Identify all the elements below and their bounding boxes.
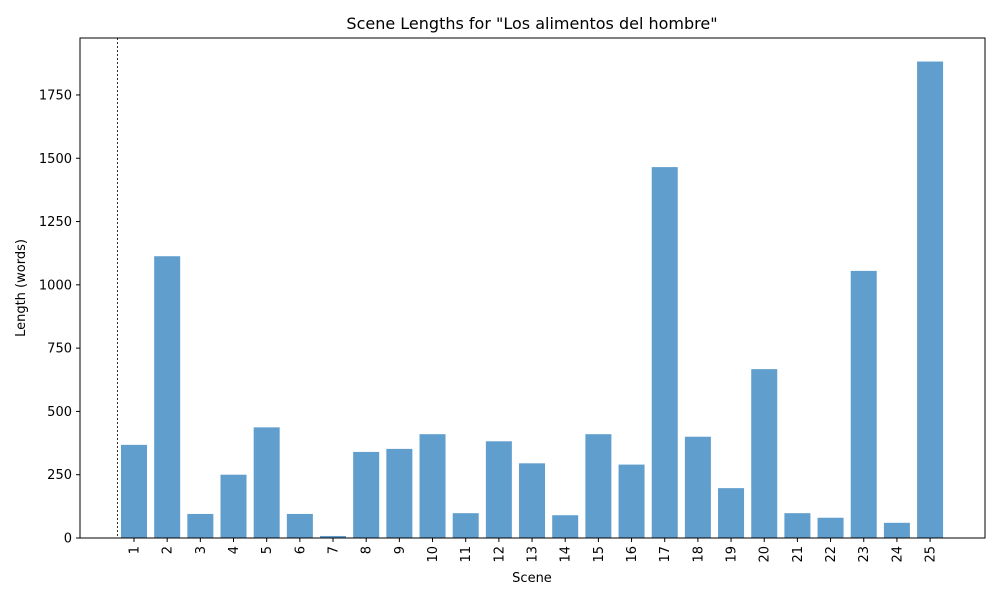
y-tick-label: 0	[64, 532, 72, 547]
bar-scene-15	[585, 434, 612, 538]
x-tick-label: 25	[924, 546, 939, 563]
x-tick-label: 8	[360, 546, 375, 554]
bar-scene-23	[850, 270, 877, 538]
x-tick-label: 7	[327, 546, 342, 554]
bar-scene-4	[220, 474, 247, 538]
x-tick-label: 23	[857, 546, 872, 563]
bar-scene-7	[320, 535, 347, 538]
x-tick-label: 18	[691, 546, 706, 563]
bar-scene-18	[684, 436, 711, 538]
bar-scene-13	[519, 463, 546, 538]
bar-scene-21	[784, 513, 811, 538]
x-tick-label: 13	[526, 546, 541, 563]
bar-scene-8	[353, 451, 380, 538]
x-tick-label: 22	[824, 546, 839, 563]
plot-frame	[79, 37, 986, 539]
y-axis: 0 250 500 750 1000 1250 1500 1750	[39, 88, 80, 547]
bar-scene-1	[121, 444, 147, 538]
x-tick-label: 9	[393, 546, 408, 554]
bars-group	[121, 61, 944, 539]
x-tick-label: 2	[161, 546, 176, 554]
bar-scene-9	[386, 448, 413, 538]
bar-scene-16	[618, 464, 645, 538]
x-tick-label: 16	[625, 546, 640, 563]
x-tick-label: 4	[227, 546, 242, 554]
bar-scene-12	[485, 441, 512, 538]
x-tick-label: 11	[459, 546, 474, 563]
bar-scene-25	[917, 61, 944, 538]
x-tick-label: 14	[559, 546, 574, 563]
bar-scene-22	[817, 517, 844, 538]
bar-scene-17	[651, 167, 678, 539]
x-tick-label: 24	[890, 546, 905, 563]
bar-scene-11	[452, 513, 479, 538]
x-tick-label: 17	[658, 546, 673, 563]
x-tick-label: 21	[791, 546, 806, 563]
y-tick-label: 1000	[39, 278, 72, 293]
y-tick-label: 750	[47, 342, 72, 357]
x-tick-label: 3	[194, 546, 209, 554]
bar-scene-19	[718, 488, 745, 538]
y-axis-title: Length (words)	[14, 239, 29, 337]
x-tick-label: 10	[426, 546, 441, 563]
y-tick-label: 1500	[39, 152, 72, 167]
bar-scene-24	[883, 522, 910, 538]
x-tick-label: 6	[293, 546, 308, 554]
chart-title: Scene Lengths for "Los alimentos del hom…	[346, 14, 717, 33]
bar-scene-5	[253, 427, 280, 538]
y-tick-label: 250	[47, 468, 72, 483]
bar-scene-3	[187, 513, 214, 538]
y-tick-label: 500	[47, 405, 72, 420]
x-tick-label: 15	[592, 546, 607, 563]
x-tick-label: 5	[260, 546, 275, 554]
x-tick-label: 19	[725, 546, 740, 563]
x-tick-label: 1	[128, 546, 143, 554]
x-axis-title: Scene	[512, 571, 552, 586]
y-tick-label: 1750	[39, 88, 72, 103]
bar-scene-6	[286, 513, 313, 538]
bar-scene-10	[419, 434, 446, 538]
y-tick-label: 1250	[39, 215, 72, 230]
bar-scene-14	[552, 515, 579, 538]
bar-scene-20	[751, 369, 778, 538]
x-axis: 1 2 3 4 5 6 7 8 9 10 11 12 13 14 15 16 17 18 19 20 21 22 23 24 2…	[128, 538, 939, 563]
x-tick-label: 20	[758, 546, 773, 563]
x-tick-label: 12	[492, 546, 507, 563]
bar-scene-2	[154, 256, 181, 538]
